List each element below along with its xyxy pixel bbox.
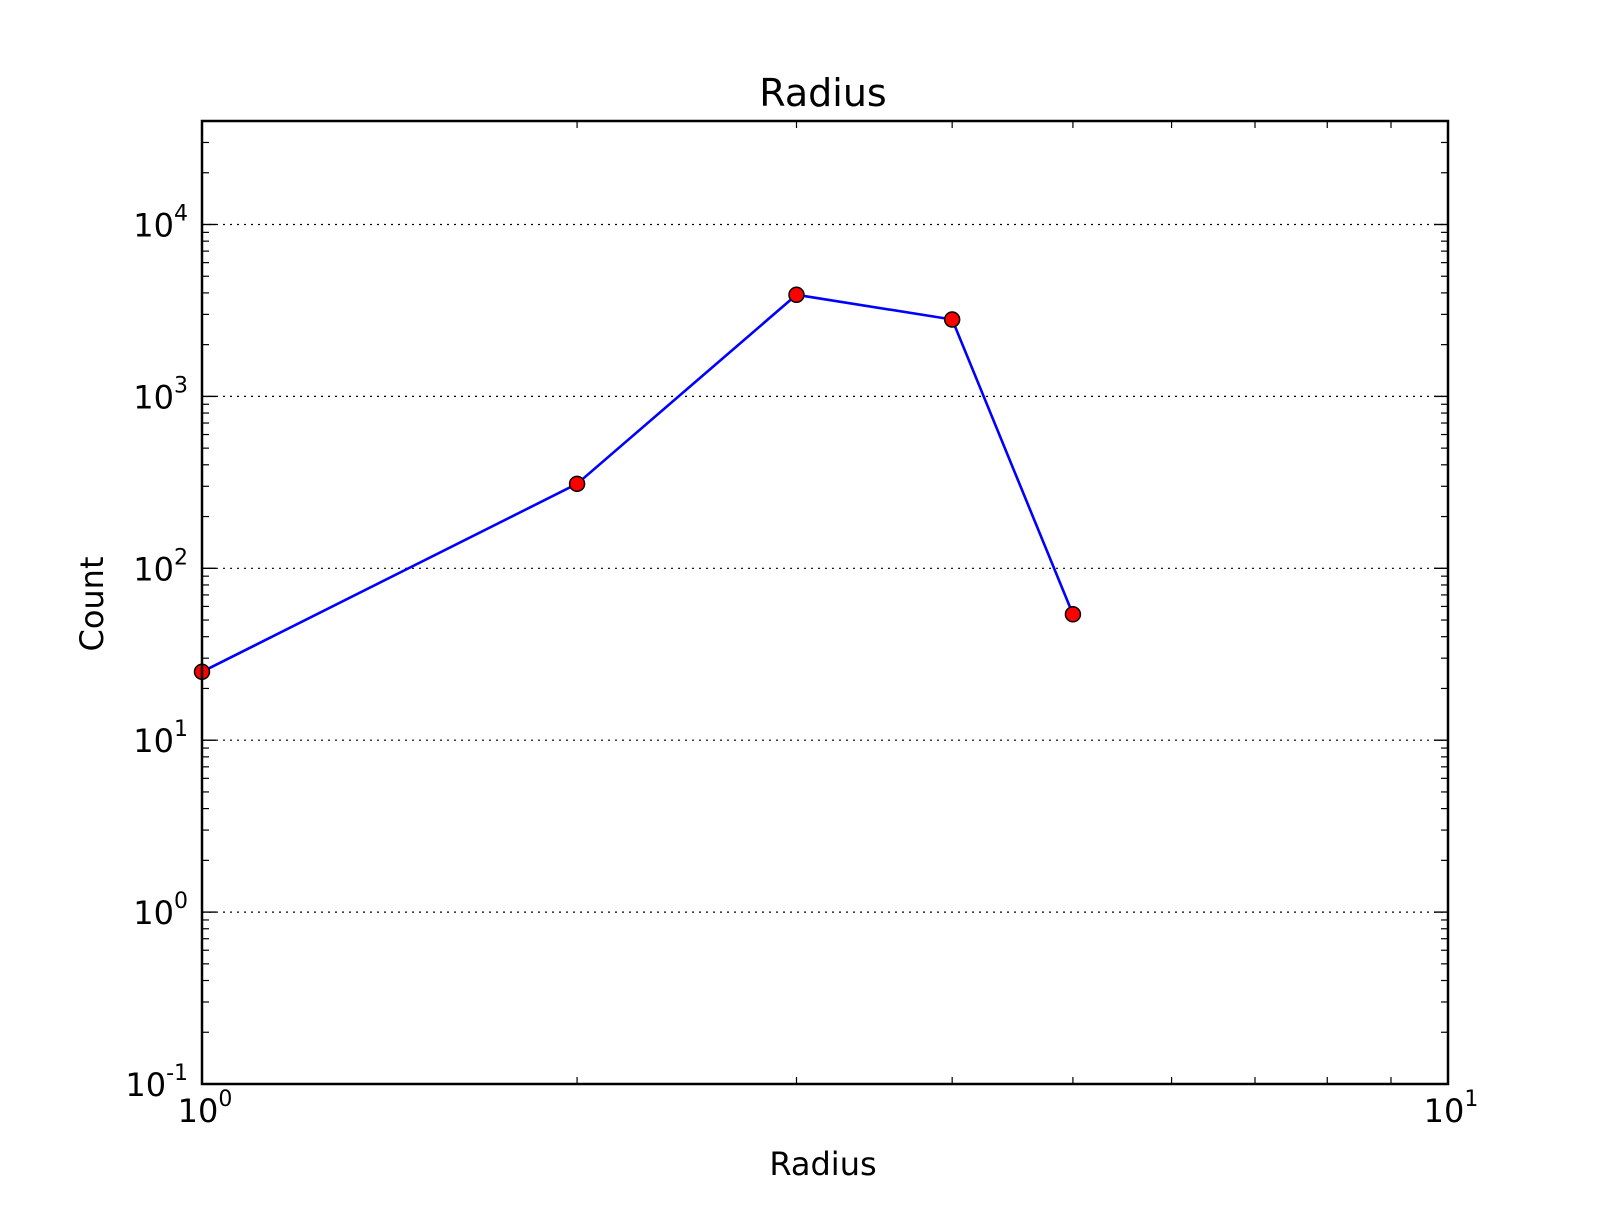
data-point (788, 286, 805, 304)
data-point (568, 475, 586, 493)
y-tick-label: 103 (133, 373, 188, 416)
y-tick-label: 101 (133, 717, 188, 760)
plot-frame (200, 119, 1450, 1086)
data-point (1064, 606, 1082, 623)
data-point (943, 311, 961, 328)
y-axis-label: Count (73, 556, 111, 651)
chart-title: Radius (759, 71, 886, 115)
x-tick-label: 100 (178, 1087, 233, 1130)
y-tick-label: 100 (133, 889, 188, 932)
y-tick-label: 10-1 (125, 1061, 188, 1104)
x-axis-label: Radius (769, 1145, 876, 1183)
grid-lines (202, 223, 1448, 913)
x-tick-label: 101 (1424, 1087, 1479, 1130)
y-tick-label: 104 (133, 201, 188, 244)
y-tick-label: 102 (133, 545, 188, 588)
x-tick-labels: 100 101 (178, 1087, 1479, 1130)
y-tick-labels: 10-1 100 101 102 103 104 (125, 201, 188, 1104)
